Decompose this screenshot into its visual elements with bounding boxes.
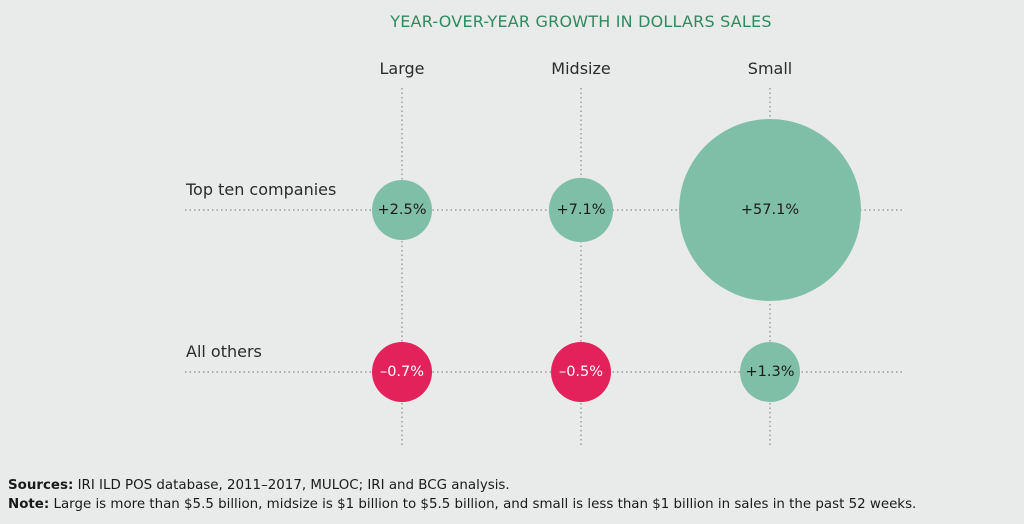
bubble-top-ten-companies-large xyxy=(372,180,432,240)
bubble-all-others-large-label: –0.7% xyxy=(380,364,424,380)
note-text: Large is more than $5.5 billion, midsize… xyxy=(53,497,917,512)
bubbles: +2.5% +7.1% +57.1% –0.7% –0.5% +1.3% xyxy=(372,119,861,402)
sources-label: Sources: xyxy=(8,478,74,493)
bubble-all-others-large xyxy=(372,342,432,402)
column-label-large: Large xyxy=(379,59,424,78)
note-line: Note: Large is more than $5.5 billion, m… xyxy=(8,495,1018,514)
sources-text: IRI ILD POS database, 2011–2017, MULOC; … xyxy=(77,478,510,493)
bubble-all-others-midsize-label: –0.5% xyxy=(559,364,603,380)
row-labels: Top ten companies All others xyxy=(185,180,336,361)
column-labels: Large Midsize Small xyxy=(379,59,792,78)
row-label-top-ten-companies: Top ten companies xyxy=(185,180,336,199)
bubble-matrix-chart: YEAR-OVER-YEAR GROWTH IN DOLLARS SALES L… xyxy=(185,12,903,446)
bubble-top-ten-companies-small xyxy=(679,119,861,301)
bubble-all-others-small xyxy=(740,342,800,402)
column-label-small: Small xyxy=(748,59,792,78)
row-label-all-others: All others xyxy=(186,342,262,361)
column-label-midsize: Midsize xyxy=(551,59,610,78)
bubble-top-ten-companies-large-label: +2.5% xyxy=(378,202,427,218)
bubble-all-others-midsize xyxy=(551,342,611,402)
chart-title: YEAR-OVER-YEAR GROWTH IN DOLLARS SALES xyxy=(389,12,771,31)
note-label: Note: xyxy=(8,497,50,512)
bubble-top-ten-companies-midsize-label: +7.1% xyxy=(557,202,606,218)
sources-line: Sources: IRI ILD POS database, 2011–2017… xyxy=(8,476,1018,495)
bubble-top-ten-companies-small-label: +57.1% xyxy=(741,202,799,218)
chart-footer: Sources: IRI ILD POS database, 2011–2017… xyxy=(8,476,1018,514)
bubble-all-others-small-label: +1.3% xyxy=(746,364,795,380)
bubble-top-ten-companies-midsize xyxy=(548,177,614,243)
